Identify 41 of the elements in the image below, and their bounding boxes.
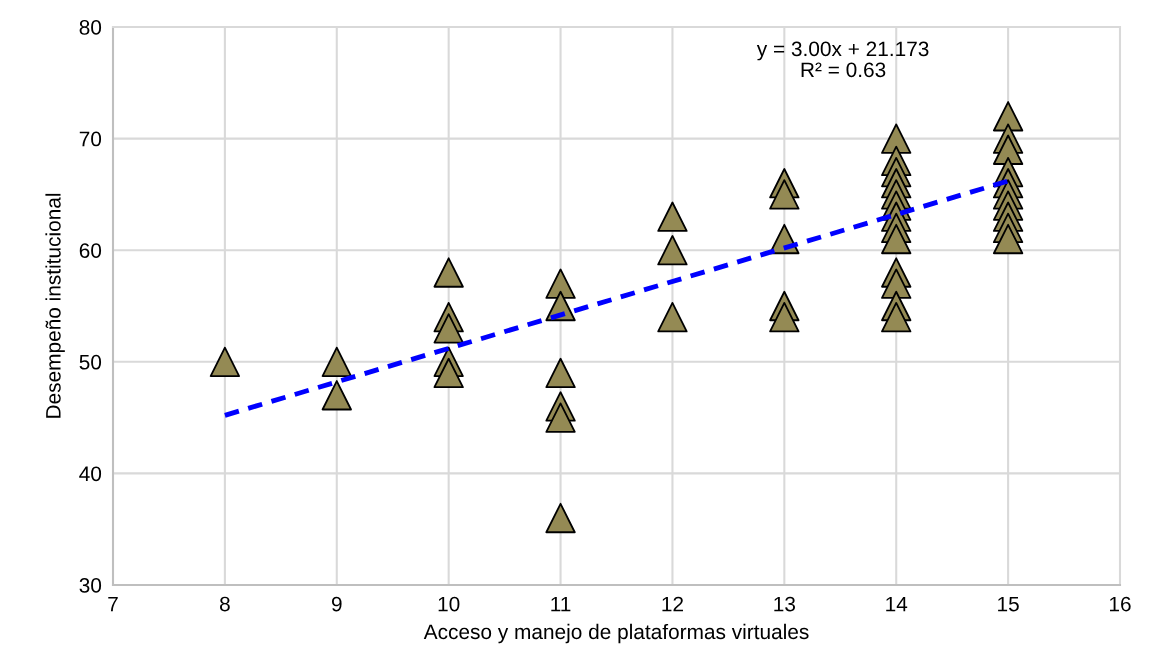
x-axis-title: Acceso y manejo de plataformas virtuales bbox=[423, 623, 809, 644]
y-tick-label: 80 bbox=[79, 20, 102, 35]
y-tick-label: 40 bbox=[79, 466, 102, 482]
point bbox=[321, 380, 352, 411]
point bbox=[209, 346, 241, 377]
point bbox=[769, 302, 800, 333]
y-tick-label: 70 bbox=[79, 131, 102, 147]
y-tick-label: 60 bbox=[79, 243, 102, 258]
point bbox=[992, 223, 1024, 255]
point bbox=[545, 268, 576, 299]
point bbox=[992, 101, 1024, 132]
point bbox=[433, 257, 464, 288]
point bbox=[881, 223, 912, 255]
point bbox=[433, 357, 464, 389]
annotation: y = 3.00x + 21.173 R² = 0.63 bbox=[756, 41, 929, 78]
x-tick-label: 12 bbox=[662, 596, 683, 612]
y-tick-label: 30 bbox=[79, 578, 102, 593]
point bbox=[545, 502, 576, 534]
point bbox=[433, 313, 464, 344]
point bbox=[769, 179, 800, 210]
point bbox=[881, 123, 912, 154]
x-tick-label: 10 bbox=[438, 596, 460, 612]
y-axis-title: Desempeño institucional bbox=[45, 193, 65, 418]
y-tick-label: 50 bbox=[79, 354, 102, 370]
point bbox=[992, 134, 1024, 165]
x-tick-label: 9 bbox=[331, 596, 342, 612]
point bbox=[657, 302, 688, 333]
point bbox=[657, 235, 688, 266]
point bbox=[881, 302, 912, 333]
x-tick-label: 7 bbox=[108, 596, 118, 612]
point bbox=[657, 201, 688, 232]
point bbox=[545, 402, 576, 433]
x-tick-label: 16 bbox=[1110, 596, 1131, 612]
x-tick-label: 15 bbox=[998, 596, 1019, 612]
x-tick-label: 8 bbox=[220, 596, 230, 612]
x-tick-label: 14 bbox=[886, 596, 908, 612]
point bbox=[881, 268, 912, 299]
x-tick-label: 13 bbox=[774, 596, 796, 612]
point bbox=[321, 346, 352, 377]
point bbox=[545, 357, 576, 389]
x-tick-label: 11 bbox=[551, 596, 571, 612]
